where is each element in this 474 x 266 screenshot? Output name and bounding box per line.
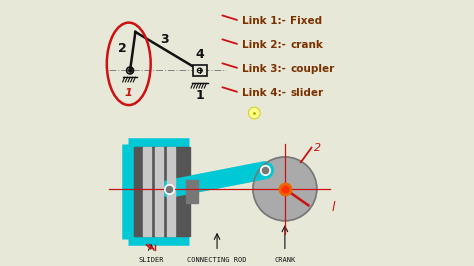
Bar [166, 147, 175, 236]
Text: 1: 1 [195, 89, 204, 102]
Text: l: l [331, 201, 335, 214]
Text: crank: crank [290, 40, 323, 50]
Bar [143, 147, 151, 236]
Text: slider: slider [290, 88, 323, 98]
Text: 3: 3 [161, 33, 169, 46]
Bar [155, 147, 164, 236]
Text: 2: 2 [118, 42, 127, 55]
Text: 2: 2 [314, 143, 321, 153]
Text: Link 2:-: Link 2:- [242, 40, 286, 50]
Text: CONNECTING ROD: CONNECTING ROD [187, 257, 247, 263]
Bar [134, 147, 191, 236]
Text: Fixed: Fixed [290, 16, 322, 26]
Bar [186, 180, 199, 203]
Text: coupler: coupler [290, 64, 335, 74]
Text: CRANK: CRANK [274, 257, 295, 263]
Circle shape [248, 107, 260, 119]
FancyBboxPatch shape [193, 65, 207, 76]
Text: Link 4:-: Link 4:- [242, 88, 286, 98]
Circle shape [253, 157, 317, 221]
Text: 4: 4 [196, 48, 205, 61]
Text: 1: 1 [125, 88, 133, 98]
Text: Link 3:-: Link 3:- [242, 64, 286, 74]
Text: SLIDER: SLIDER [138, 257, 164, 263]
Text: Link 1:-: Link 1:- [242, 16, 286, 26]
